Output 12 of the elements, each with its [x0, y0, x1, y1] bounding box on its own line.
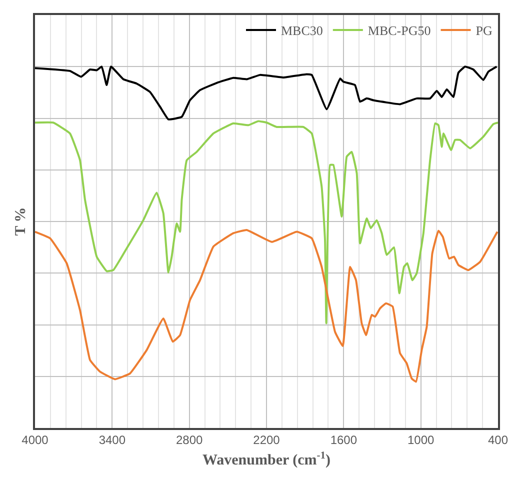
x-tick-label: 1000	[407, 433, 434, 448]
x-tick-label: 2200	[253, 433, 280, 448]
y-axis-title: T %	[13, 207, 29, 236]
legend-label: MBC-PG50	[368, 23, 431, 38]
x-tick-label: 3400	[98, 433, 126, 448]
x-tick-label: 1600	[330, 433, 358, 448]
x-tick-label: 400	[488, 433, 508, 448]
x-tick-label: 4000	[22, 433, 49, 448]
x-tick-label: 2800	[176, 433, 203, 448]
x-axis-title: Wavenumber (cm$^{-1}$)	[202, 450, 331, 469]
legend-label: PG	[476, 23, 492, 38]
legend-label: MBC30	[281, 23, 323, 38]
